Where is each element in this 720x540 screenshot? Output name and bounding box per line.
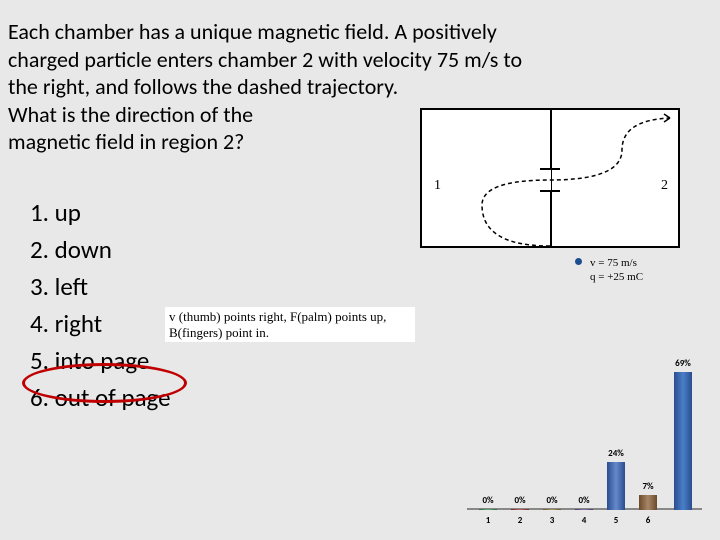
answer-3: 3. left [30,269,171,304]
bar-2: 0%2 [511,509,529,510]
correct-answer-circle [22,363,187,403]
bar-label-2: 0% [514,495,525,506]
q-line3: the right, and follows the dashed trajec… [8,73,712,101]
bar-x-1: 1 [486,515,491,526]
q-line2: charged particle enters chamber 2 with v… [8,46,712,74]
bar-x-3: 3 [550,515,555,526]
bar-1: 0%1 [479,509,497,510]
response-chart: 0%10%20%30%424%57%6 69% [467,350,702,530]
trajectory-path [422,110,682,250]
charge-value: q = +25 mC [590,270,643,284]
bar-6: 7%6 [639,495,657,510]
bar-label-1: 0% [482,495,493,506]
bar-5: 24%5 [607,462,625,510]
chamber-box: 1 2 [420,108,680,248]
answer-2: 2. down [30,232,171,267]
bar-4: 0%4 [575,509,593,510]
chamber-2-label: 2 [661,178,668,194]
bar-x-5: 5 [614,515,619,526]
bar-label-4: 0% [578,495,589,506]
hint-box: v (thumb) points right, F(palm) points u… [165,307,415,342]
bar-x-2: 2 [518,515,523,526]
top-bar: 69% [674,372,692,510]
top-bar-label: 69% [675,358,691,369]
bar-x-6: 6 [646,515,651,526]
bar-3: 0%3 [543,509,561,510]
chamber-1-label: 1 [434,178,441,194]
bar-x-4: 4 [582,515,587,526]
velocity-value: v = 75 m/s [590,256,643,270]
bar-label-3: 0% [546,495,557,506]
answer-1: 1. up [30,195,171,230]
answer-4: 4. right [30,306,171,341]
chamber-diagram: 1 2 v = 75 m/s q = +25 mC [410,108,700,293]
particle-dot [575,258,582,265]
velocity-info: v = 75 m/s q = +25 mC [590,256,643,285]
bar-label-6: 7% [642,481,653,492]
q-line1: Each chamber has a unique magnetic field… [8,18,712,46]
bar-label-5: 24% [608,448,624,459]
